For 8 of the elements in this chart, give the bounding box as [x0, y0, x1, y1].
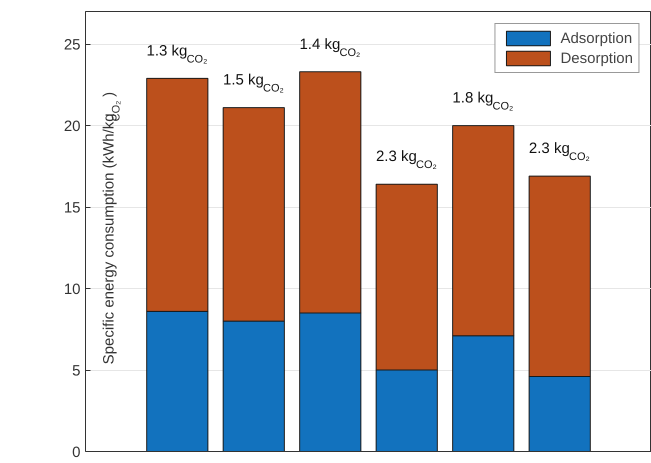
- y-tick-label: 15: [64, 200, 81, 217]
- legend-label: Desorption: [560, 50, 633, 66]
- y-tick-label: 10: [64, 281, 81, 298]
- y-tick-label: 25: [64, 36, 81, 54]
- y-tick-label: 5: [72, 362, 80, 380]
- y-tick-label: 20: [64, 118, 81, 136]
- legend-label: Adsorption: [560, 30, 632, 46]
- y-tick-label: 0: [72, 444, 80, 461]
